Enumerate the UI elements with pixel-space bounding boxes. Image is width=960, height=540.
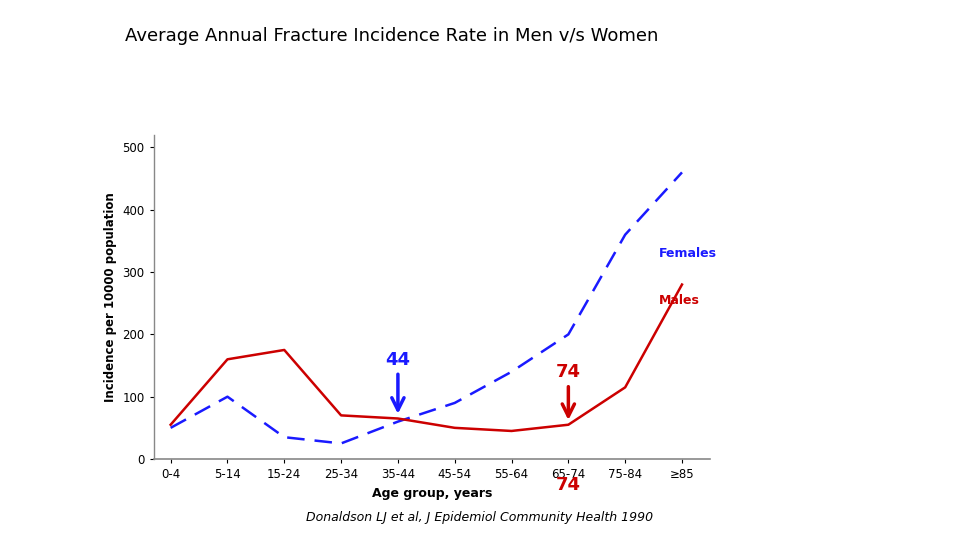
Y-axis label: Incidence per 10000 population: Incidence per 10000 population (104, 192, 117, 402)
X-axis label: Age group, years: Age group, years (372, 487, 492, 500)
Text: 74: 74 (556, 363, 581, 416)
Text: 74: 74 (556, 476, 581, 495)
Text: Females: Females (660, 247, 717, 260)
Text: Males: Males (660, 294, 700, 307)
Text: 44: 44 (385, 350, 411, 410)
Text: Average Annual Fracture Incidence Rate in Men v/s Women: Average Annual Fracture Incidence Rate i… (125, 27, 659, 45)
Text: Donaldson LJ et al, J Epidemiol Community Health 1990: Donaldson LJ et al, J Epidemiol Communit… (306, 511, 654, 524)
